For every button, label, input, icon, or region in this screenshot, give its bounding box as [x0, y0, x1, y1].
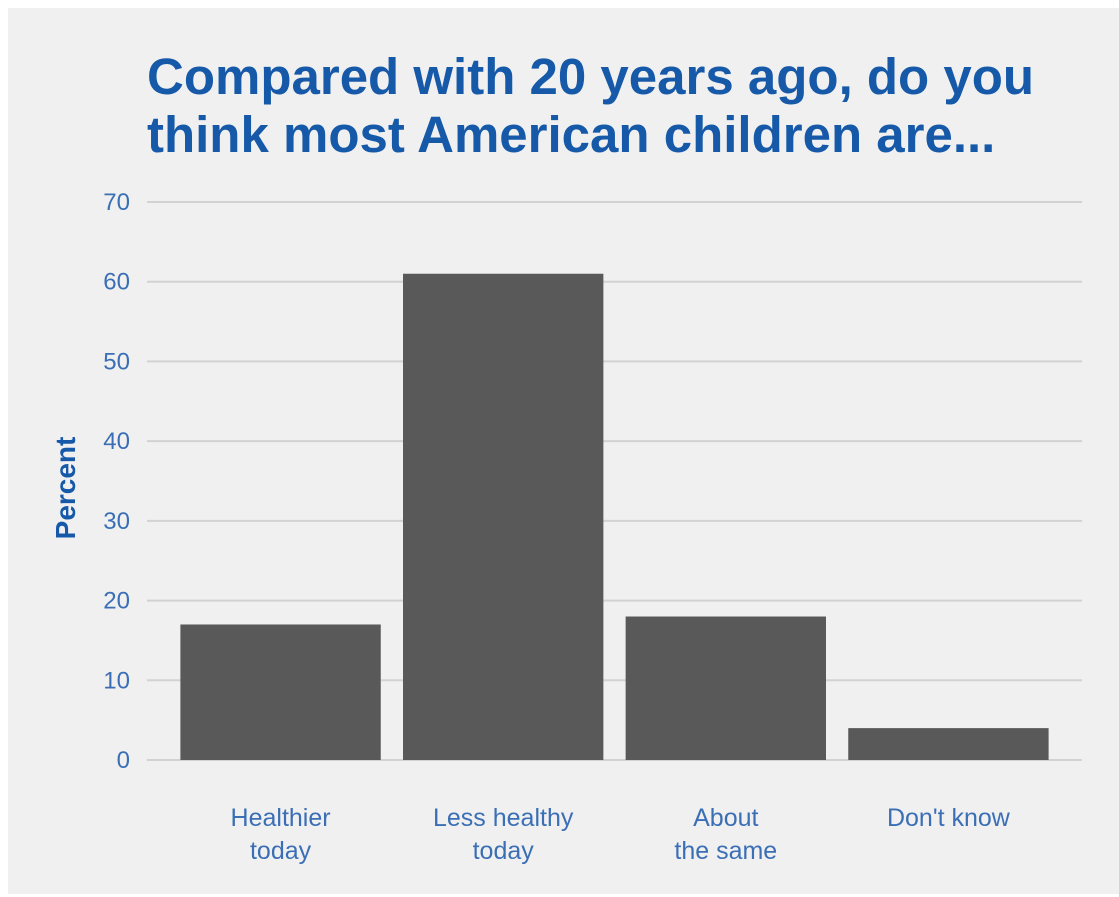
- bar-1: [180, 624, 381, 760]
- chart-title-line-1: Compared with 20 years ago, do you: [147, 48, 1035, 105]
- grid-lines: [147, 201, 1082, 761]
- x-tick-label: Don't know: [887, 804, 1011, 832]
- y-axis-ticks: 0 10 20 30 40 50 60 70: [103, 189, 130, 774]
- y-tick-label: 30: [103, 508, 130, 535]
- bars: [180, 273, 1049, 760]
- x-tick-label: Healthier today: [231, 804, 331, 865]
- y-tick-label: 10: [103, 667, 130, 694]
- bar-3: [625, 616, 826, 760]
- y-axis-label: Percent: [50, 437, 81, 540]
- y-tick-label: 60: [103, 269, 130, 296]
- bar-chart: 0 10 20 30 40 50 60 70 Healthier today Less healt…: [50, 189, 1082, 865]
- y-tick-label: 20: [103, 588, 130, 615]
- y-tick-label: 40: [103, 428, 130, 455]
- bar-2: [403, 273, 604, 760]
- bar-4: [848, 728, 1049, 760]
- x-axis-labels: Healthier today Less healthy today About the …: [231, 804, 1011, 865]
- y-tick-label: 0: [117, 747, 130, 774]
- chart-panel: Compared with 20 years ago, do you think…: [8, 8, 1119, 894]
- chart-title-line-2: think most American children are...: [147, 106, 996, 163]
- chart-title: Compared with 20 years ago, do you think…: [147, 48, 1119, 164]
- y-tick-label: 70: [103, 189, 130, 216]
- y-tick-label: 50: [103, 348, 130, 375]
- x-tick-label: About the same: [674, 804, 777, 865]
- x-tick-label: Less healthy today: [433, 804, 574, 865]
